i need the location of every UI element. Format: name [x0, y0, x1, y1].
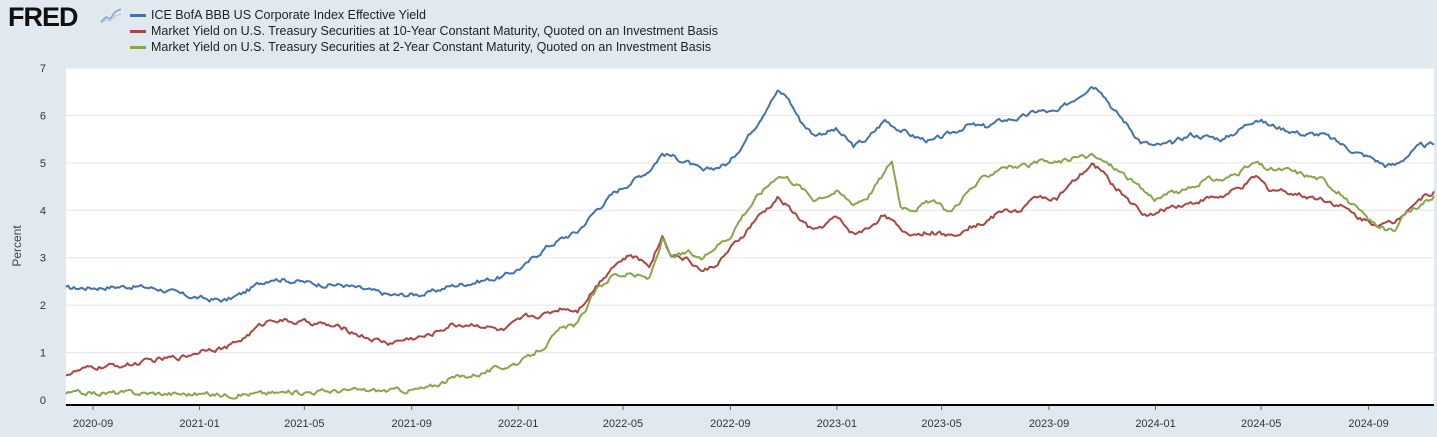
legend-swatch-3 — [130, 45, 146, 49]
y-tick-label: 6 — [40, 110, 46, 122]
gridlines — [66, 67, 1434, 354]
chart-legend[interactable]: ICE BofA BBB US Corporate Index Effectiv… — [130, 7, 718, 55]
x-tick-label: 2024-01 — [1135, 418, 1175, 430]
y-axis-label: Percent — [10, 225, 24, 267]
x-tick-label: 2020-09 — [73, 418, 113, 430]
x-tick-label: 2021-09 — [392, 418, 432, 430]
legend-item-series-2[interactable]: Market Yield on U.S. Treasury Securities… — [130, 23, 718, 39]
y-tick-label: 5 — [40, 158, 46, 170]
x-tick-label: 2022-09 — [710, 418, 750, 430]
chart-graph-icon — [100, 6, 122, 24]
legend-item-series-3[interactable]: Market Yield on U.S. Treasury Securities… — [130, 39, 718, 55]
legend-label-2: Market Yield on U.S. Treasury Securities… — [151, 24, 718, 38]
legend-swatch-1 — [130, 13, 146, 17]
y-tick-label: 4 — [40, 205, 46, 217]
y-tick-label: 7 — [40, 63, 46, 75]
series-line-2[interactable] — [65, 162, 1435, 377]
chart-header: FRED ICE BofA BBB US Corporate Index Eff… — [0, 0, 1437, 60]
x-tick-label: 2024-09 — [1348, 418, 1388, 430]
x-tick-label: 2022-05 — [603, 418, 643, 430]
x-tick-label: 2024-05 — [1241, 418, 1281, 430]
x-tick-label: 2023-09 — [1029, 418, 1069, 430]
legend-swatch-2 — [130, 29, 146, 33]
y-tick-label: 0 — [40, 395, 46, 407]
x-tick-label: 2023-01 — [817, 418, 857, 430]
x-tick-label: 2022-01 — [498, 418, 538, 430]
fred-logo: FRED — [8, 2, 78, 32]
legend-label-3: Market Yield on U.S. Treasury Securities… — [151, 40, 711, 54]
plot-area — [66, 68, 1434, 405]
y-axis-ticks: 0 1 2 3 4 5 6 7 — [40, 63, 46, 407]
y-tick-label: 1 — [40, 348, 46, 360]
x-tick-label: 2023-05 — [921, 418, 961, 430]
x-tick-label: 2021-05 — [284, 418, 324, 430]
y-tick-label: 3 — [40, 253, 46, 265]
x-axis-ticks: 2020-09 2021-01 2021-05 2021-09 2022-01 2022-… — [73, 405, 1389, 430]
legend-item-series-1[interactable]: ICE BofA BBB US Corporate Index Effectiv… — [130, 7, 718, 23]
series-line-3[interactable] — [65, 152, 1435, 400]
legend-label-1: ICE BofA BBB US Corporate Index Effectiv… — [151, 8, 426, 22]
series-line-1[interactable] — [65, 85, 1435, 303]
x-tick-label: 2021-01 — [179, 418, 219, 430]
y-tick-label: 2 — [40, 300, 46, 312]
series-lines[interactable] — [65, 85, 1435, 400]
